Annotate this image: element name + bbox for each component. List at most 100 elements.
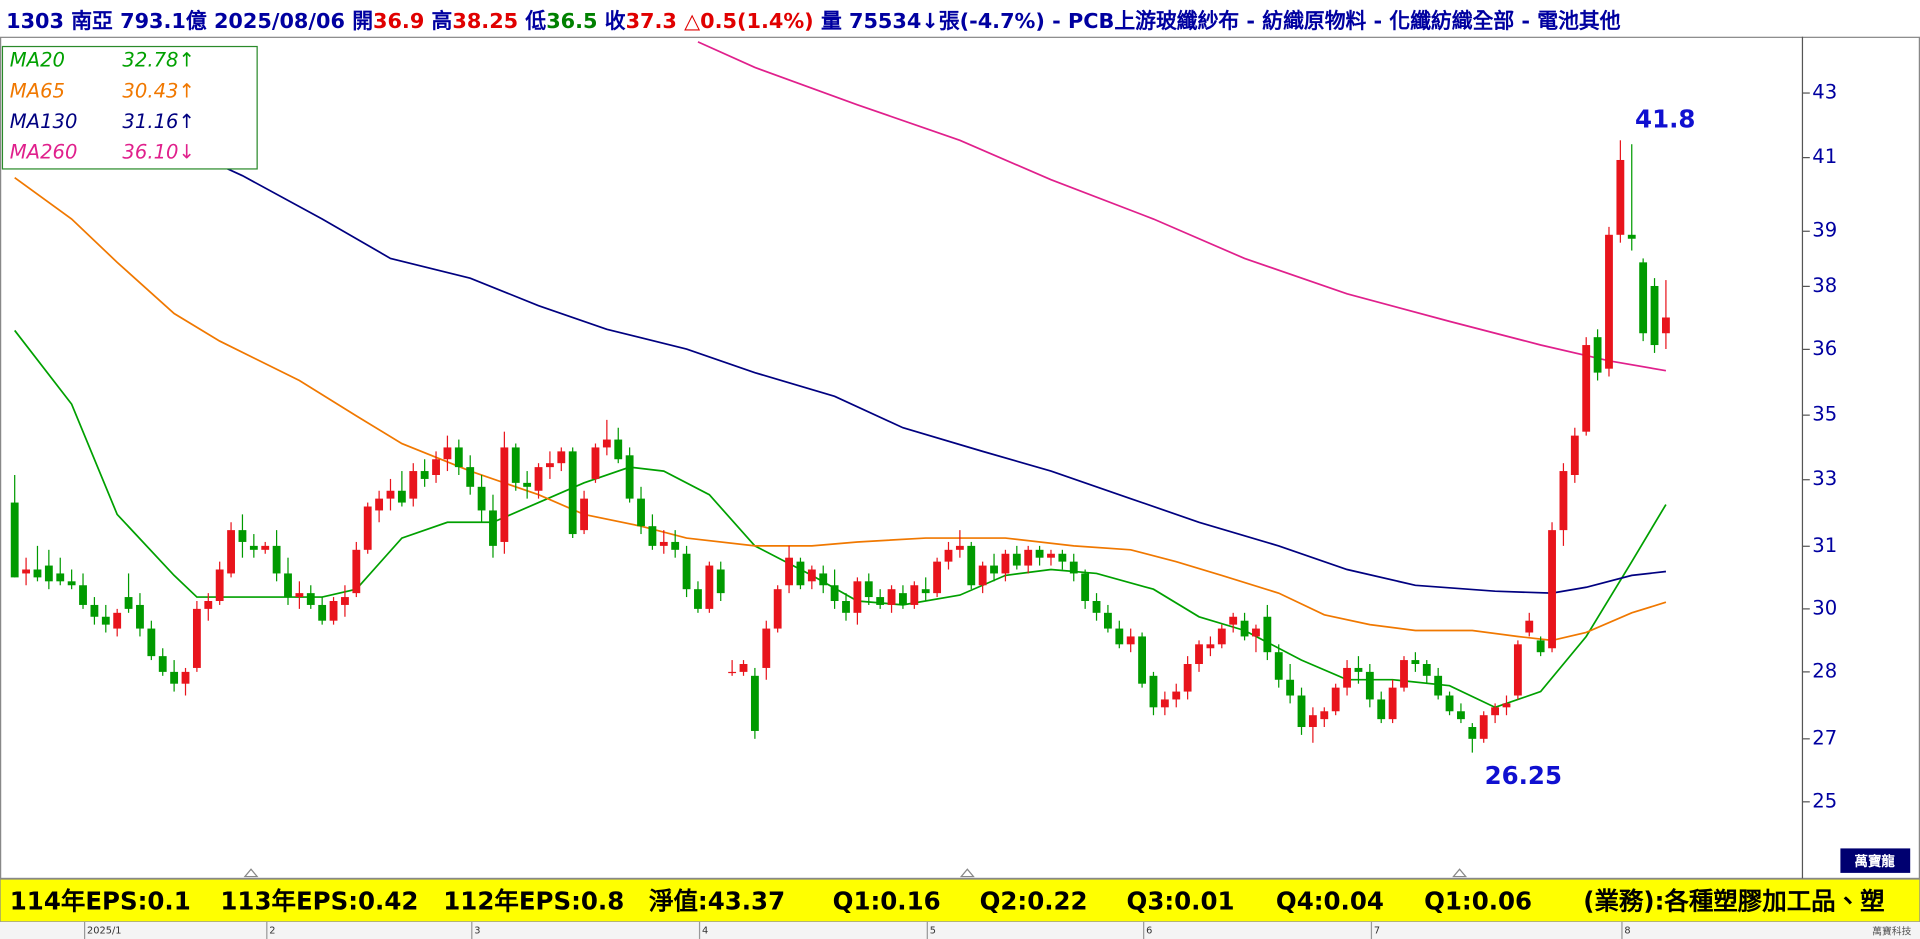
candle-body xyxy=(477,486,486,511)
x-tick-label: 2025/1 xyxy=(87,925,121,936)
y-tick-label: 25 xyxy=(1812,789,1837,812)
y-tick-label: 27 xyxy=(1812,726,1837,749)
candle-body xyxy=(534,467,543,491)
footer-item: Q1:0.16 xyxy=(833,886,941,915)
candle-body xyxy=(830,585,839,602)
candle-body xyxy=(523,482,532,487)
candle-body xyxy=(750,675,759,731)
y-tick-label: 30 xyxy=(1812,596,1837,619)
candle-body xyxy=(568,451,577,535)
candle-body xyxy=(500,447,509,542)
candle-body xyxy=(1183,664,1192,692)
candle-body xyxy=(842,601,850,613)
candle-body xyxy=(1513,644,1522,696)
footer-item: Q2:0.22 xyxy=(980,886,1088,915)
candle-body xyxy=(443,447,452,460)
candle-body xyxy=(864,581,873,598)
ma-line xyxy=(14,176,1667,642)
candle-body xyxy=(1536,640,1545,653)
x-tick-label: 7 xyxy=(1374,925,1380,936)
candle-body xyxy=(204,601,213,609)
candle-body xyxy=(124,597,133,609)
footer-item: Q4:0.04 xyxy=(1276,886,1384,915)
y-tick-label: 41 xyxy=(1812,145,1837,168)
sectors: - PCB上游玻纖紗布 - 紡織原物料 - 化纖紡織全部 - 電池其他 xyxy=(1052,9,1621,33)
candle-body xyxy=(944,549,953,562)
legend-value: 30.43↑ xyxy=(122,79,194,102)
change: △0.5(1.4%) xyxy=(684,9,814,33)
open: 36.9 xyxy=(373,9,424,33)
candle-body xyxy=(1172,691,1181,700)
candle-body xyxy=(1115,628,1124,645)
candle-body xyxy=(716,569,725,594)
candle-body xyxy=(1229,616,1238,625)
candle-body xyxy=(648,526,657,546)
candle-body xyxy=(1081,573,1090,602)
candle-body xyxy=(227,530,235,574)
legend-name: MA20 xyxy=(10,49,65,72)
candle-body xyxy=(557,451,566,464)
low-label: 低 xyxy=(524,9,546,33)
candle-body xyxy=(1434,675,1443,696)
legend-value: 31.16↑ xyxy=(122,110,194,133)
candle-body xyxy=(284,573,292,598)
candle-body xyxy=(1149,675,1158,708)
footer-item: 113年EPS:0.42 xyxy=(220,886,418,915)
candle-body xyxy=(79,585,87,605)
candle-body xyxy=(420,471,429,479)
ma-line xyxy=(207,159,1667,595)
legend-name: MA65 xyxy=(10,79,65,102)
x-tick-label: 3 xyxy=(474,925,480,936)
candle-body xyxy=(1457,711,1465,720)
candle-body xyxy=(409,471,418,499)
candle-body xyxy=(1263,616,1272,653)
footer-item: 114年EPS:0.1 xyxy=(10,886,191,915)
candle-body xyxy=(1548,530,1556,649)
candle-body xyxy=(1525,620,1534,633)
candle-body xyxy=(1240,620,1249,637)
candle-body xyxy=(705,565,714,609)
candle-body xyxy=(546,463,554,468)
candle-body xyxy=(113,612,122,629)
legend-name: MA260 xyxy=(10,141,78,164)
candle-body xyxy=(1058,553,1067,562)
y-tick-label: 39 xyxy=(1812,219,1837,242)
plot xyxy=(10,41,1670,753)
candle-body xyxy=(1104,612,1112,629)
legend-value: 36.10↓ xyxy=(122,141,194,164)
candle-body xyxy=(101,616,110,625)
candle-body xyxy=(580,498,588,531)
candle-body xyxy=(1559,471,1568,531)
candle-body xyxy=(933,561,942,594)
code: 1303 xyxy=(6,9,64,33)
candle-body xyxy=(67,581,76,586)
candle-body xyxy=(1160,699,1169,708)
candle-body xyxy=(352,549,361,594)
candle-body xyxy=(454,447,463,468)
logo: 萬寶龍 xyxy=(1855,853,1896,870)
y-tick-label: 31 xyxy=(1812,534,1837,557)
candle-body xyxy=(397,490,406,503)
candle-body xyxy=(238,530,247,542)
date-strip xyxy=(0,921,1920,939)
candle-body xyxy=(1639,262,1648,334)
candle-body xyxy=(591,447,600,479)
y-tick-label: 43 xyxy=(1812,81,1837,104)
candle-body xyxy=(1605,234,1613,369)
candle-body xyxy=(170,671,179,684)
candle-body xyxy=(1445,695,1454,712)
x-tick-label: 5 xyxy=(930,925,936,936)
candle-body xyxy=(1468,727,1477,739)
candle-body xyxy=(249,545,258,550)
candle-body xyxy=(341,597,349,605)
candle-body xyxy=(261,545,270,550)
candle-body xyxy=(432,459,440,475)
stock-name: 南亞 xyxy=(71,9,113,33)
candle-body xyxy=(1024,549,1033,566)
candle-body xyxy=(637,498,645,527)
y-tick-label: 28 xyxy=(1812,659,1837,682)
candle-body xyxy=(10,502,19,578)
footer-item: Q3:0.01 xyxy=(1127,886,1235,915)
candle-body xyxy=(363,506,372,550)
candle-body xyxy=(511,447,520,483)
